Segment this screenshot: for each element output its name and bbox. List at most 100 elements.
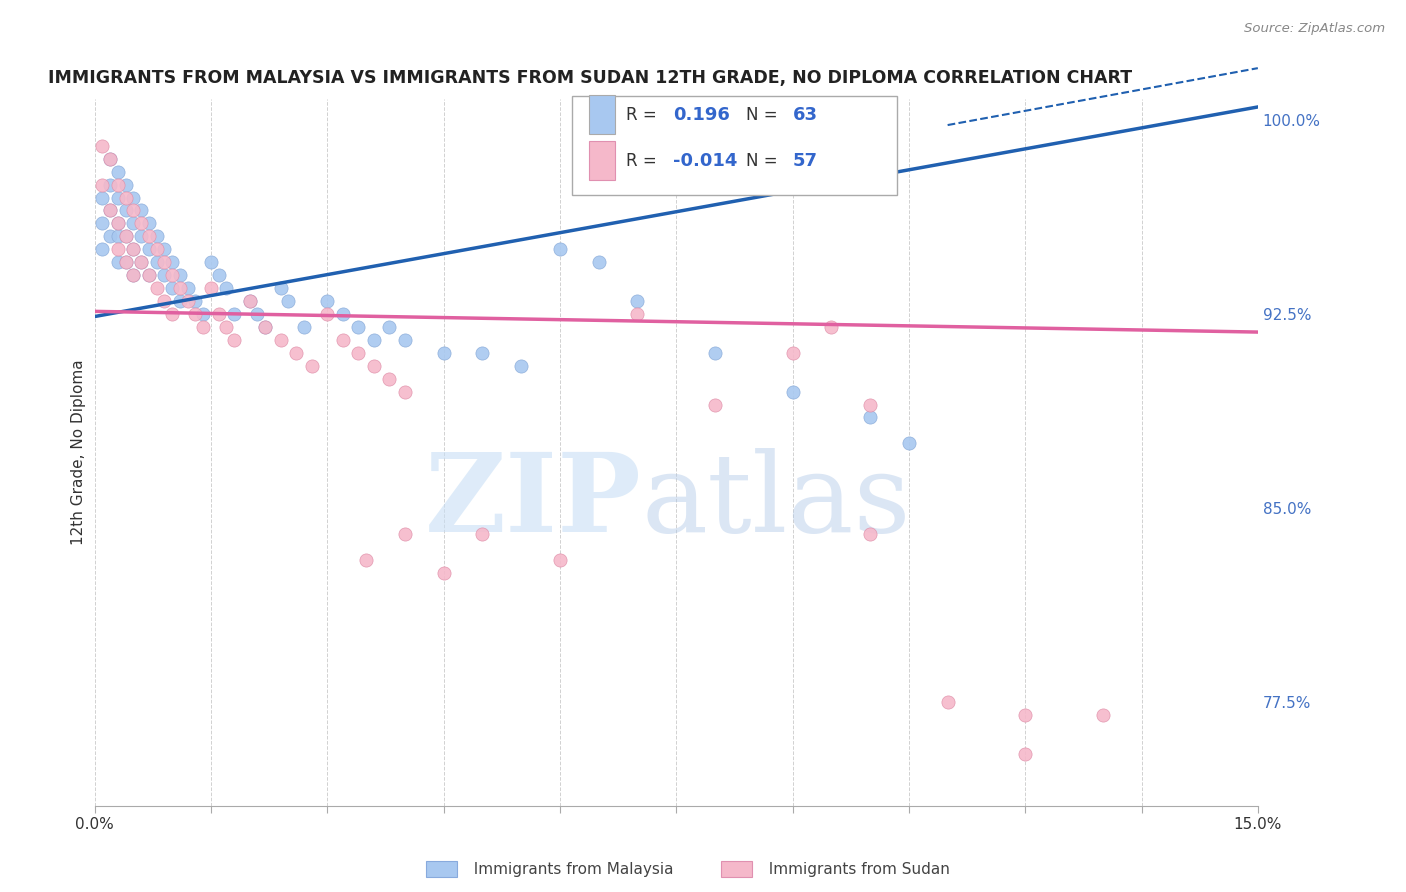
Point xyxy=(138,268,160,282)
Point xyxy=(145,242,167,256)
Point xyxy=(270,281,292,295)
Point xyxy=(936,695,959,709)
Point xyxy=(114,190,136,204)
Point xyxy=(107,164,129,178)
Text: N =: N = xyxy=(747,152,783,169)
Point xyxy=(1091,708,1114,723)
Point xyxy=(548,242,571,256)
Point xyxy=(347,345,370,359)
Point xyxy=(153,242,176,256)
Point xyxy=(91,190,114,204)
Point xyxy=(285,345,308,359)
Point xyxy=(160,281,183,295)
Point xyxy=(208,307,231,321)
Point xyxy=(215,319,238,334)
Point xyxy=(704,397,727,411)
Point xyxy=(191,319,214,334)
Point xyxy=(91,178,114,192)
Point xyxy=(859,527,882,541)
Point xyxy=(239,293,262,308)
Point xyxy=(432,566,454,580)
Point xyxy=(820,319,842,334)
Point xyxy=(129,255,152,269)
Point xyxy=(1014,708,1036,723)
Point xyxy=(254,319,277,334)
Text: IMMIGRANTS FROM MALAYSIA VS IMMIGRANTS FROM SUDAN 12TH GRADE, NO DIPLOMA CORRELA: IMMIGRANTS FROM MALAYSIA VS IMMIGRANTS F… xyxy=(48,69,1132,87)
Text: 0.196: 0.196 xyxy=(672,105,730,124)
Point xyxy=(160,307,183,321)
Point xyxy=(239,293,262,308)
Text: N =: N = xyxy=(747,105,783,124)
Point xyxy=(332,333,354,347)
Point xyxy=(114,255,136,269)
Point xyxy=(122,203,145,218)
Point xyxy=(332,307,354,321)
Point xyxy=(145,281,167,295)
Point xyxy=(122,268,145,282)
Y-axis label: 12th Grade, No Diploma: 12th Grade, No Diploma xyxy=(72,359,86,545)
Point xyxy=(176,293,198,308)
Text: R =: R = xyxy=(626,152,662,169)
Point xyxy=(138,229,160,244)
Point xyxy=(394,527,416,541)
Point xyxy=(394,333,416,347)
Point xyxy=(138,268,160,282)
Point xyxy=(169,281,191,295)
Point xyxy=(316,293,339,308)
Point xyxy=(859,397,882,411)
Point xyxy=(432,345,454,359)
Point xyxy=(782,345,804,359)
Point xyxy=(191,307,214,321)
Point xyxy=(114,255,136,269)
Point xyxy=(316,307,339,321)
Bar xyxy=(589,95,614,134)
Point xyxy=(114,229,136,244)
Point xyxy=(122,242,145,256)
Point xyxy=(704,345,727,359)
Point xyxy=(215,281,238,295)
Point xyxy=(138,242,160,256)
Point xyxy=(471,345,494,359)
Point xyxy=(114,203,136,218)
Point xyxy=(292,319,315,334)
Point xyxy=(859,410,882,425)
Point xyxy=(897,436,920,450)
Point xyxy=(160,268,183,282)
Point xyxy=(548,553,571,567)
Point xyxy=(378,319,401,334)
Point xyxy=(91,216,114,230)
Point xyxy=(254,319,277,334)
Point xyxy=(114,178,136,192)
Point xyxy=(176,281,198,295)
Point xyxy=(347,319,370,334)
Point xyxy=(107,178,129,192)
Point xyxy=(160,255,183,269)
Point xyxy=(98,203,121,218)
Point xyxy=(208,268,231,282)
Point xyxy=(184,307,207,321)
Point xyxy=(91,138,114,153)
Text: atlas: atlas xyxy=(641,449,911,556)
Point xyxy=(122,216,145,230)
Point xyxy=(153,255,176,269)
Point xyxy=(378,371,401,385)
Text: Source: ZipAtlas.com: Source: ZipAtlas.com xyxy=(1244,22,1385,36)
Point xyxy=(277,293,299,308)
Point xyxy=(107,190,129,204)
Point xyxy=(200,255,222,269)
Point xyxy=(98,152,121,166)
Point xyxy=(363,359,385,373)
Point xyxy=(169,293,191,308)
Point xyxy=(98,229,121,244)
Text: 63: 63 xyxy=(793,105,817,124)
Point xyxy=(122,242,145,256)
Text: Immigrants from Malaysia: Immigrants from Malaysia xyxy=(464,863,673,877)
Text: ZIP: ZIP xyxy=(425,449,641,556)
Point xyxy=(626,293,648,308)
Point xyxy=(107,255,129,269)
Point xyxy=(153,268,176,282)
Text: Immigrants from Sudan: Immigrants from Sudan xyxy=(759,863,950,877)
Point xyxy=(394,384,416,399)
Bar xyxy=(589,141,614,180)
Point xyxy=(224,333,246,347)
